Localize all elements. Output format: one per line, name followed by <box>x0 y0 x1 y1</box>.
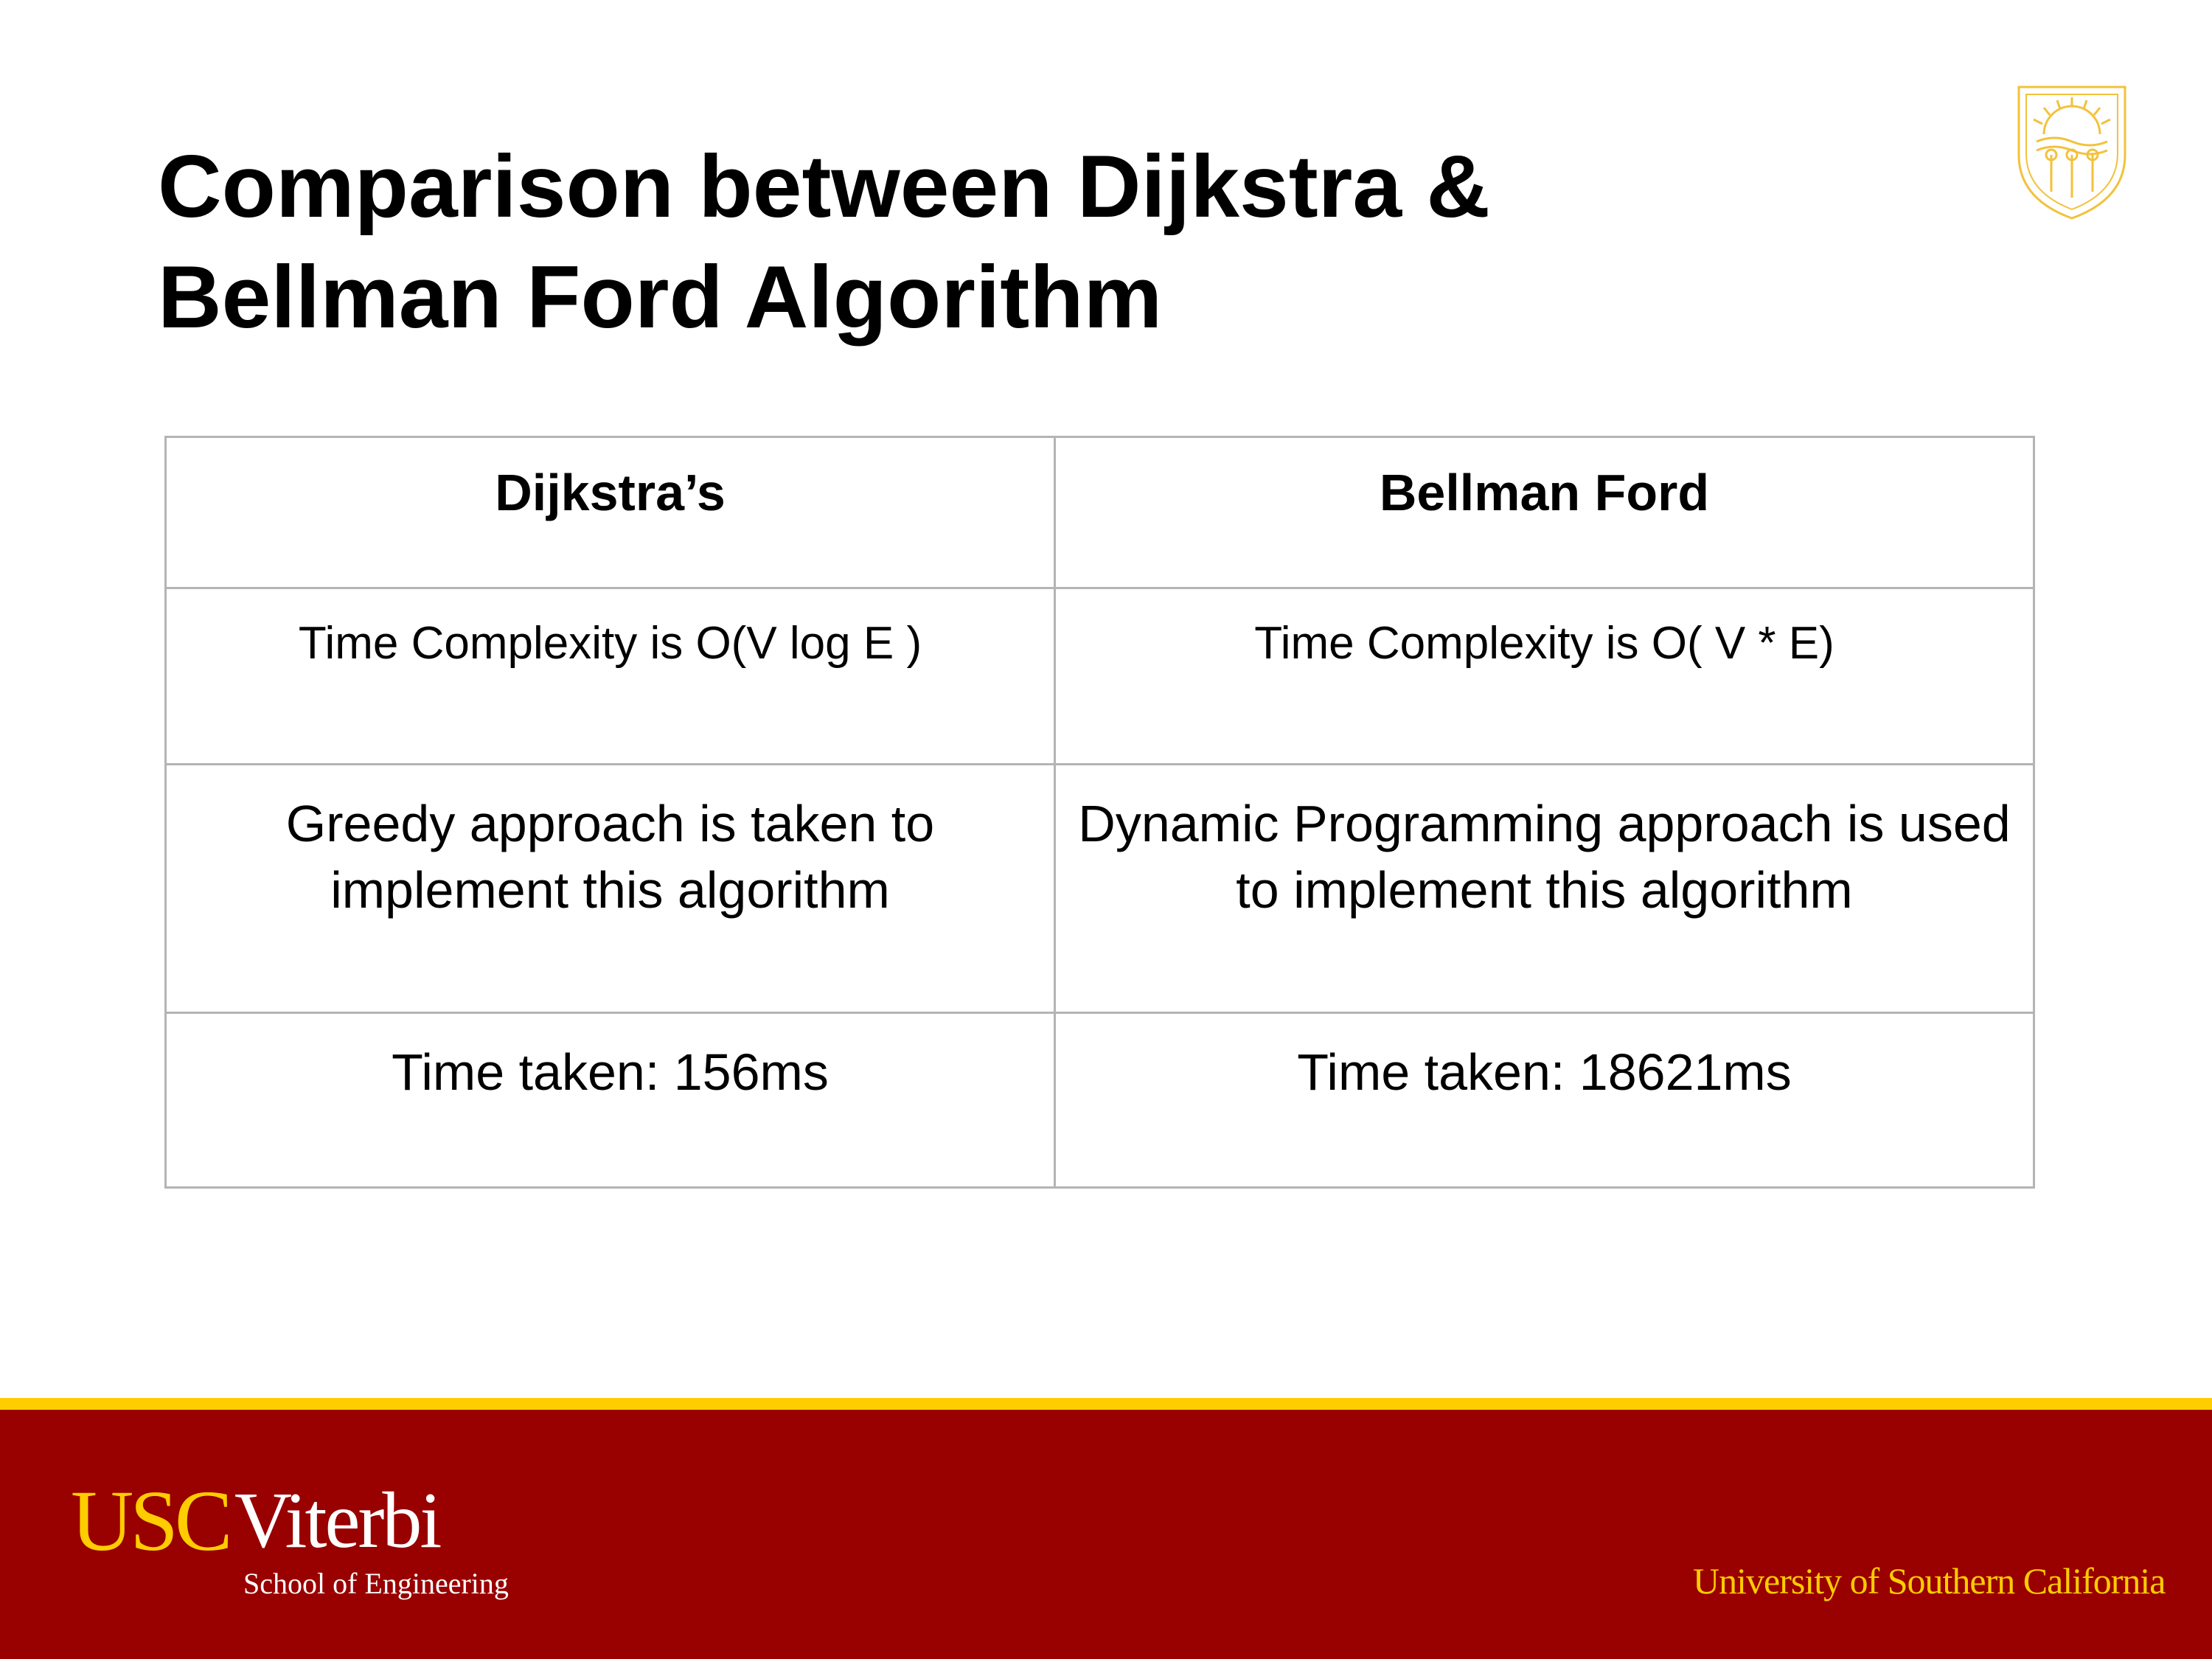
comparison-table: Dijkstra’s Bellman Ford Time Complexity … <box>164 436 2035 1189</box>
footer-gold-stripe <box>0 1398 2212 1410</box>
dijkstra-time-complexity: Time Complexity is O(V log E ) <box>164 587 1056 765</box>
dijkstra-approach: Greedy approach is taken to implement th… <box>164 763 1056 1014</box>
logo-viterbi: Viterbi <box>234 1477 442 1565</box>
dijkstra-time-taken: Time taken: 156ms <box>164 1012 1056 1189</box>
bellman-ford-approach: Dynamic Programming approach is used to … <box>1054 763 2035 1014</box>
table-row: Greedy approach is taken to implement th… <box>164 763 2035 1014</box>
header-dijkstra: Dijkstra’s <box>164 436 1056 589</box>
logo-usc: USC <box>71 1472 233 1569</box>
bellman-ford-time-taken: Time taken: 18621ms <box>1054 1012 2035 1189</box>
university-name: University of Southern California <box>1693 1560 2166 1601</box>
bellman-ford-time-complexity: Time Complexity is O( V * E) <box>1054 587 2035 765</box>
table-row: Time taken: 156ms Time taken: 18621ms <box>164 1012 2035 1189</box>
header-bellman-ford: Bellman Ford <box>1054 436 2035 589</box>
table-row: Time Complexity is O(V log E ) Time Comp… <box>164 587 2035 765</box>
logo-school: School of Engineering <box>243 1567 509 1600</box>
table-header-row: Dijkstra’s Bellman Ford <box>164 436 2035 589</box>
usc-seal-icon <box>2017 86 2126 220</box>
slide-title: Comparison between Dijkstra & Bellman Fo… <box>158 137 1491 347</box>
footer-band <box>0 1410 2212 1659</box>
